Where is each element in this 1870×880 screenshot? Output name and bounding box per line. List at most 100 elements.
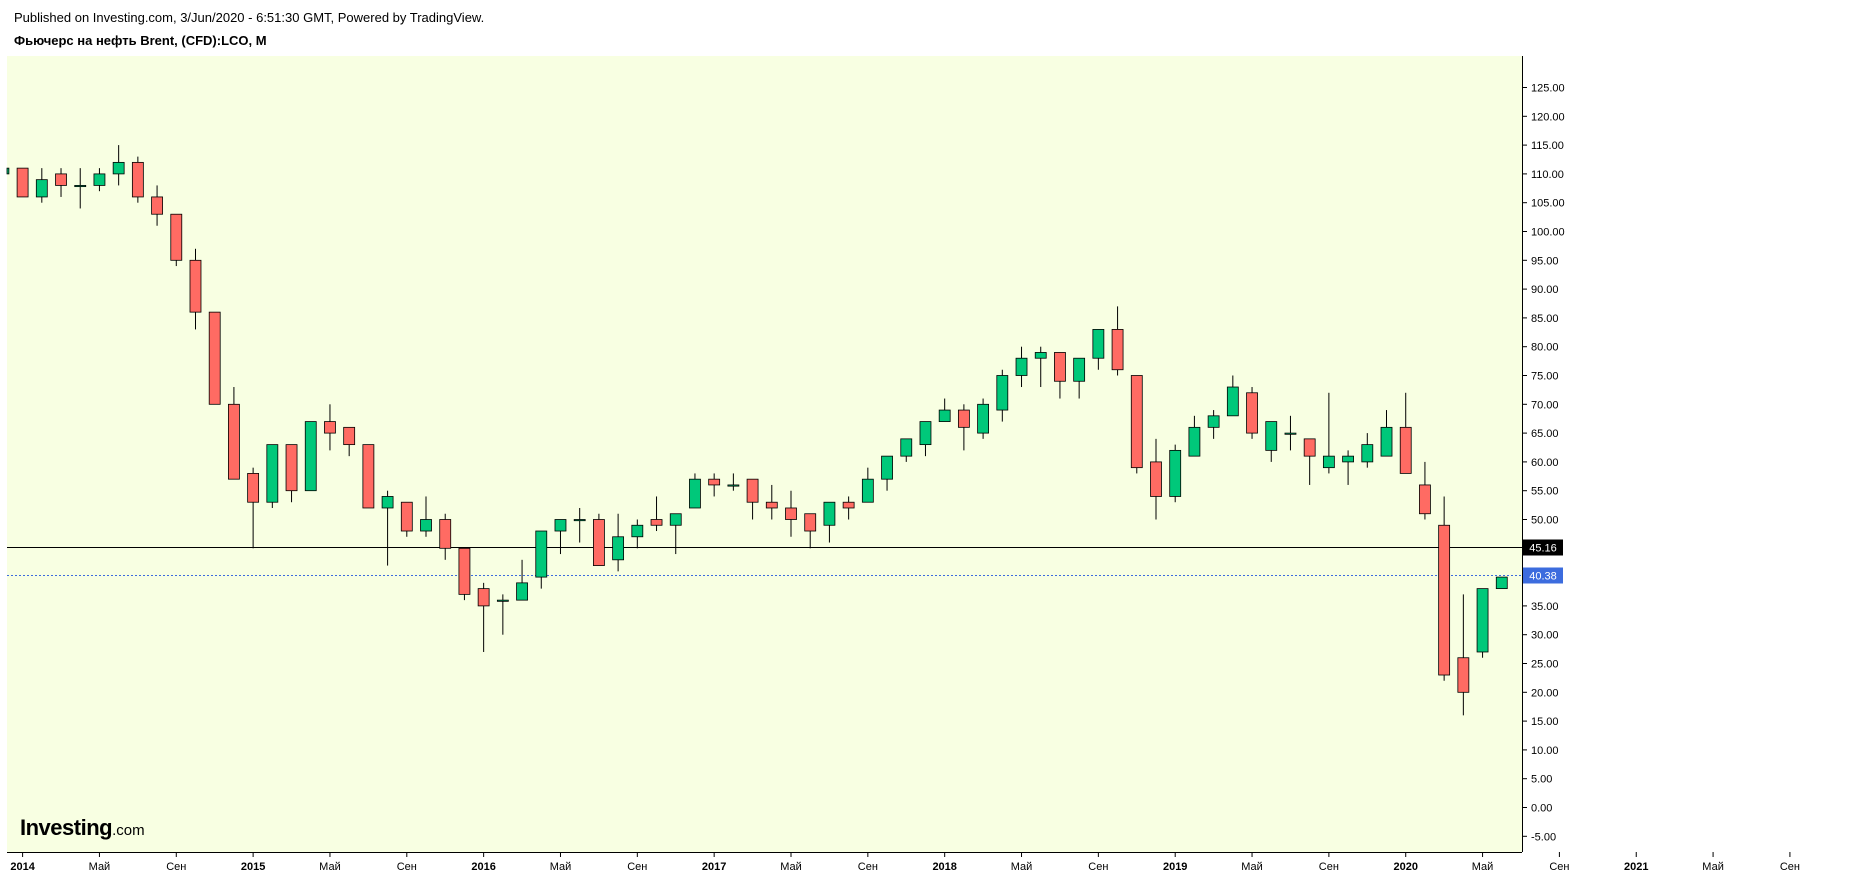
x-tick-label: Май [1472, 861, 1494, 873]
y-tick-label: 30.00 [1531, 630, 1559, 642]
candle-body [765, 501, 778, 509]
candle-body [189, 259, 202, 313]
candle-body [324, 421, 336, 434]
candle-body [612, 536, 625, 561]
x-tick-label: Сен [1780, 861, 1800, 873]
price-label-bg [1523, 567, 1563, 584]
x-tick-label: 2015 [241, 861, 265, 873]
candle-body [977, 403, 989, 434]
candle-body [1150, 461, 1162, 497]
candle-body [919, 421, 932, 446]
candle-body [1399, 426, 1412, 474]
candle-body [35, 179, 48, 198]
y-tick-label: 120.00 [1531, 111, 1565, 123]
y-tick-label: 15.00 [1531, 716, 1559, 728]
candle-body [131, 161, 144, 198]
candle-body [650, 519, 663, 526]
plot-background [7, 56, 1522, 852]
candle-body [420, 519, 432, 532]
candle-body [785, 507, 797, 520]
candle-body [1380, 426, 1393, 457]
candle-body [1476, 588, 1489, 653]
y-tick-label: 20.00 [1531, 687, 1559, 699]
price-label: 40.38 [1529, 571, 1557, 583]
candle-body [16, 167, 29, 198]
candle-body [1015, 357, 1028, 376]
candle-body [669, 513, 682, 526]
candle-body [554, 519, 567, 532]
candle-body [842, 501, 855, 509]
investing-logo: Investing.com [20, 815, 145, 840]
y-tick-label: 35.00 [1531, 601, 1559, 613]
candle-body [1034, 352, 1047, 359]
x-tick-label: Май [780, 861, 802, 873]
candle-body [381, 496, 394, 509]
candle-body [1111, 329, 1124, 371]
y-tick-label: 10.00 [1531, 745, 1559, 757]
y-tick-label: 25.00 [1531, 659, 1559, 671]
candle-body [727, 484, 740, 487]
x-tick-label: Май [550, 861, 572, 873]
candle-body [535, 530, 548, 578]
candle-body [1284, 432, 1297, 435]
candle-body [631, 524, 644, 538]
candle-body [1361, 444, 1374, 463]
published-note: Published on Investing.com, 3/Jun/2020 -… [14, 10, 485, 25]
candle-body [1188, 426, 1201, 457]
x-tick-label: Сен [627, 861, 647, 873]
candle-body [938, 409, 951, 422]
y-tick-label: 55.00 [1531, 486, 1559, 498]
candle-body [1246, 392, 1258, 434]
candle-body [343, 426, 356, 446]
candle-body [266, 444, 279, 503]
y-tick-label: 95.00 [1531, 255, 1559, 267]
candle-body [285, 444, 298, 492]
candle-body [746, 478, 759, 503]
candle-body [1265, 421, 1278, 451]
candle-body [1303, 438, 1316, 457]
x-tick-label: Май [89, 861, 111, 873]
candle-body [1438, 524, 1451, 676]
y-tick-label: -5.00 [1531, 831, 1556, 843]
candle-body [804, 513, 817, 532]
candle-body [477, 588, 490, 607]
candle-body [1054, 352, 1066, 382]
candle-body [516, 582, 528, 601]
y-tick-label: 75.00 [1531, 371, 1559, 383]
y-tick-label: 105.00 [1531, 198, 1565, 210]
candle-body [1092, 329, 1105, 359]
x-tick-label: Сен [1319, 861, 1339, 873]
candle-body [112, 161, 125, 175]
candle-body [400, 501, 413, 532]
y-tick-label: 50.00 [1531, 515, 1559, 527]
candle-body [1419, 484, 1431, 515]
x-tick-label: 2019 [1163, 861, 1187, 873]
candle-body [1322, 455, 1335, 469]
x-tick-label: Сен [858, 861, 878, 873]
x-tick-label: 2020 [1393, 861, 1417, 873]
candle-body [593, 519, 605, 566]
x-tick-label: 2016 [471, 861, 495, 873]
y-tick-label: 115.00 [1531, 140, 1564, 152]
candle-body [996, 375, 1009, 411]
candle-body [823, 501, 836, 526]
candle-body [1342, 455, 1354, 463]
y-tick-label: 85.00 [1531, 313, 1559, 325]
y-tick-label: 110.00 [1531, 169, 1564, 181]
candle-body [881, 455, 893, 480]
candle-body [957, 409, 970, 428]
candle-body [689, 478, 701, 509]
x-tick-label: Сен [1088, 861, 1108, 873]
candle-body [1207, 415, 1220, 428]
instrument-title: Фьючерс на нефть Brent, (CFD):LCO, M [14, 33, 267, 48]
y-tick-label: 90.00 [1531, 284, 1559, 296]
y-tick-label: 100.00 [1531, 227, 1565, 239]
candle-body [458, 547, 471, 595]
x-tick-label: Май [1011, 861, 1033, 873]
candle-body [573, 519, 586, 522]
x-tick-label: Май [1702, 861, 1724, 873]
x-tick-label: Сен [166, 861, 186, 873]
candle-body [74, 185, 87, 188]
